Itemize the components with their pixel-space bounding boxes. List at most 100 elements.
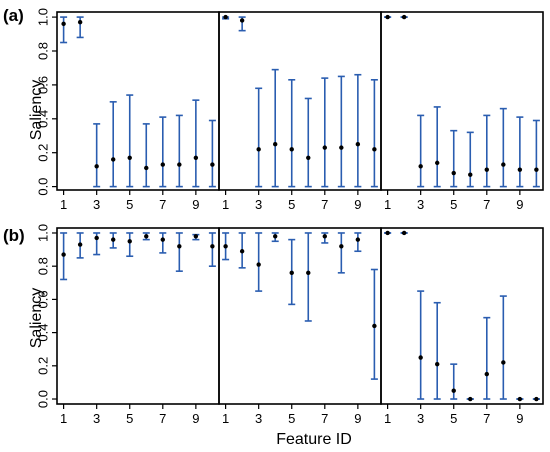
panel-3-xtick-label-1: 1 bbox=[384, 197, 391, 212]
panel-1-xtick-label-7: 7 bbox=[159, 197, 166, 212]
panel-4-point-4 bbox=[111, 237, 116, 242]
panel-5-xtick-label-9: 9 bbox=[354, 411, 361, 426]
panel-2-point-3 bbox=[256, 147, 261, 152]
panel-1-xtick-label-1: 1 bbox=[60, 197, 67, 212]
panel-2-point-10 bbox=[372, 147, 377, 152]
panel-4-ytick-label-0.8: 0.8 bbox=[35, 257, 50, 275]
panel-4-point-9 bbox=[193, 234, 199, 239]
row-label-a: (a) bbox=[3, 6, 24, 25]
panel-1-point-1 bbox=[61, 21, 66, 27]
panel-3-frame bbox=[380, 11, 544, 191]
panel-4-ytick-label-0.0: 0.0 bbox=[35, 390, 50, 408]
panel-1-point-7 bbox=[160, 162, 165, 167]
panel-4-point-3 bbox=[94, 235, 99, 241]
panel-1-point-5 bbox=[127, 155, 132, 160]
panel-2-point-9 bbox=[355, 142, 361, 147]
panel-4-point-10 bbox=[210, 244, 215, 249]
panel-6-point-3 bbox=[418, 355, 423, 360]
panel-4-point-1 bbox=[61, 252, 66, 257]
panel-6-xtick-label-5: 5 bbox=[450, 411, 457, 426]
panel-2-point-1 bbox=[223, 14, 228, 20]
panel-6-point-2 bbox=[401, 230, 407, 236]
panel-2-point-2 bbox=[239, 18, 245, 23]
panel-5-point-1 bbox=[223, 244, 228, 249]
panel-3-point-6 bbox=[468, 172, 473, 177]
panel-2-xtick-label-5: 5 bbox=[288, 197, 295, 212]
panel-1-xtick-label-9: 9 bbox=[192, 197, 199, 212]
panel-6-point-1 bbox=[385, 230, 390, 236]
panel-2-point-7 bbox=[322, 145, 327, 150]
panel-2-point-8 bbox=[339, 145, 344, 150]
panel-5-frame bbox=[218, 227, 382, 405]
panel-6-point-9 bbox=[517, 396, 523, 402]
panel-2-xtick-label-3: 3 bbox=[255, 197, 262, 212]
panel-6-xtick-label-9: 9 bbox=[516, 411, 523, 426]
panel-3-point-10 bbox=[534, 167, 539, 172]
panel-6-point-5 bbox=[451, 388, 456, 393]
panel-1-point-6 bbox=[144, 165, 149, 171]
labels-group: (a) (b) Saliency Saliency Feature ID bbox=[3, 6, 352, 448]
panel-5-xtick-label-1: 1 bbox=[222, 411, 229, 426]
panels-group: 1 3 5 7 9 0.0 0.2 0.4 0.6 0.8 1.0 1 3 5 7 9 1 3 5 7 9 1 3 5 7 9 0.… bbox=[35, 8, 544, 426]
panel-1-point-8 bbox=[177, 162, 182, 167]
panel-2-xtick-label-9: 9 bbox=[354, 197, 361, 212]
panel-4-frame bbox=[56, 227, 220, 405]
panel-5-point-8 bbox=[339, 244, 344, 249]
panel-6-point-4 bbox=[435, 361, 440, 367]
panel-1-point-9 bbox=[193, 155, 199, 160]
panel-5-point-5 bbox=[289, 270, 294, 276]
panel-4-xtick-label-5: 5 bbox=[126, 411, 133, 426]
panel-2-point-5 bbox=[289, 147, 294, 152]
panel-3-point-2 bbox=[401, 14, 407, 20]
panel-6-frame bbox=[380, 227, 544, 405]
panel-6-point-7 bbox=[484, 371, 489, 377]
panel-4-xtick-label-1: 1 bbox=[60, 411, 67, 426]
y-axis-title-bottom: Saliency bbox=[28, 288, 45, 348]
panel-4-ytick-label-0.6: 0.6 bbox=[35, 290, 50, 308]
panel-2-xtick-label-1: 1 bbox=[222, 197, 229, 212]
panel-4-xtick-label-3: 3 bbox=[93, 411, 100, 426]
panel-6-point-10 bbox=[534, 396, 539, 402]
panel-6-xtick-label-3: 3 bbox=[417, 411, 424, 426]
panel-4-ytick-label-1.0: 1.0 bbox=[35, 224, 50, 242]
panel-3-point-4 bbox=[435, 160, 440, 166]
panel-5-point-3 bbox=[256, 262, 261, 267]
panel-1-ytick-label-0.6: 0.6 bbox=[35, 76, 50, 94]
panel-1-ytick-label-0.4: 0.4 bbox=[35, 110, 50, 128]
panel-2-xtick-label-7: 7 bbox=[321, 197, 328, 212]
panel-4-point-6 bbox=[144, 234, 149, 239]
panel-6-point-6 bbox=[468, 396, 473, 402]
panel-3-xtick-label-3: 3 bbox=[417, 197, 424, 212]
panel-4-ytick-label-0.2: 0.2 bbox=[35, 357, 50, 375]
panel-2-point-6 bbox=[306, 155, 311, 160]
panel-5-xtick-label-7: 7 bbox=[321, 411, 328, 426]
panel-3-point-9 bbox=[517, 167, 523, 172]
panel-5-xtick-label-3: 3 bbox=[255, 411, 262, 426]
panel-6-point-8 bbox=[501, 360, 506, 365]
panel-3-xtick-label-9: 9 bbox=[516, 197, 523, 212]
row-label-b: (b) bbox=[3, 226, 25, 245]
panel-3-point-1 bbox=[385, 14, 390, 20]
panel-4-xtick-label-9: 9 bbox=[192, 411, 199, 426]
panel-1-xtick-label-3: 3 bbox=[93, 197, 100, 212]
panel-4-point-8 bbox=[177, 244, 182, 249]
panel-5-point-4 bbox=[273, 234, 278, 239]
panel-1-point-10 bbox=[210, 162, 215, 167]
panel-1-ytick-label-0.0: 0.0 bbox=[35, 178, 50, 196]
panel-5-point-7 bbox=[322, 234, 327, 239]
panel-2-point-4 bbox=[273, 142, 278, 147]
panel-1-point-3 bbox=[94, 164, 99, 169]
x-axis-title: Feature ID bbox=[276, 431, 352, 448]
panel-4-xtick-label-7: 7 bbox=[159, 411, 166, 426]
panel-5-point-2 bbox=[239, 249, 245, 254]
panel-4-point-2 bbox=[77, 242, 83, 247]
panel-1-frame bbox=[56, 11, 220, 191]
panel-1-ytick-label-0.2: 0.2 bbox=[35, 144, 50, 162]
panel-4-point-5 bbox=[127, 239, 132, 244]
panel-3-point-3 bbox=[418, 164, 423, 169]
panel-3-xtick-label-5: 5 bbox=[450, 197, 457, 212]
panel-3-xtick-label-7: 7 bbox=[483, 197, 490, 212]
panel-3-point-8 bbox=[501, 162, 506, 167]
panel-4-point-7 bbox=[160, 237, 165, 242]
